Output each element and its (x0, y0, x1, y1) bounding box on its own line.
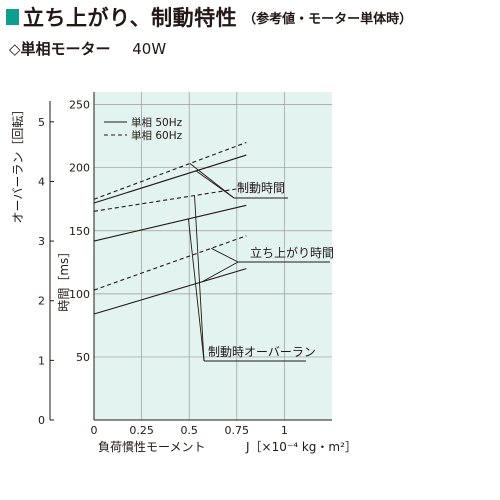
y-axis-label-time: 時間［ms］ (57, 246, 71, 312)
series-line (93, 186, 247, 212)
y-tick-label-ms: 50 (76, 351, 90, 364)
callout-label: 制動時オーバーラン (208, 345, 316, 359)
title-row: 立ち上がり、制動特性 （参考値・モーター単体時） (6, 4, 412, 30)
x-tick-label: 0 (91, 424, 98, 437)
series-line (93, 235, 247, 291)
title-note: （参考値・モーター単体時） (243, 11, 413, 27)
y-tick-label-rev: 0 (38, 414, 45, 427)
x-axis-unit-label: J［×10⁻⁴ kg・m²］ (245, 440, 357, 454)
plot-background (94, 92, 332, 420)
title-square-icon (6, 9, 19, 25)
series-line (93, 141, 247, 200)
vertical-grid (141, 92, 285, 420)
series-line (93, 204, 247, 242)
legend-label: 単相 60Hz (131, 129, 183, 142)
y-tick-label-rev: 1 (38, 354, 45, 367)
series-line (93, 154, 247, 204)
y-tick-label-ms: 150 (69, 225, 90, 238)
y-tick-label-rev: 5 (38, 116, 45, 129)
axes (49, 92, 332, 421)
x-tick-label: 0.75 (225, 424, 250, 437)
callout-label: 制動時間 (237, 181, 285, 195)
y-tick-label-ms: 250 (69, 99, 90, 112)
callout-leader (201, 261, 239, 283)
subtitle-row: ◇単相モーター 40W (9, 38, 166, 59)
y-tick-label-rev: 3 (38, 235, 45, 248)
y-tick-label-ms: 100 (69, 288, 90, 301)
y-tick-label-rev: 4 (38, 175, 45, 188)
callout-leader (189, 163, 235, 199)
x-tick-label: 1 (281, 424, 288, 437)
horizontal-grid (94, 104, 332, 358)
callout-leader (211, 247, 239, 263)
subtitle-model: ◇単相モーター (9, 40, 111, 58)
subtitle-power: 40W (132, 40, 167, 58)
legend-label: 単相 50Hz (131, 116, 183, 129)
x-tick-label: 0.5 (180, 424, 198, 437)
y-tick-label-ms: 200 (69, 162, 90, 175)
x-tick-label: 0.25 (129, 424, 154, 437)
series-lines (93, 141, 247, 315)
y-tick-label-rev: 2 (38, 295, 45, 308)
callout-leader (194, 195, 205, 362)
callout-label: 立ち上がり時間 (250, 245, 334, 260)
series-line (93, 268, 247, 315)
x-axis-label: 負荷慣性モーメント (98, 439, 206, 454)
page-title: 立ち上がり、制動特性 (23, 6, 238, 30)
y-axis-label-overrun: オーバーラン［回転］ (11, 104, 25, 224)
callout-leader (187, 218, 205, 362)
